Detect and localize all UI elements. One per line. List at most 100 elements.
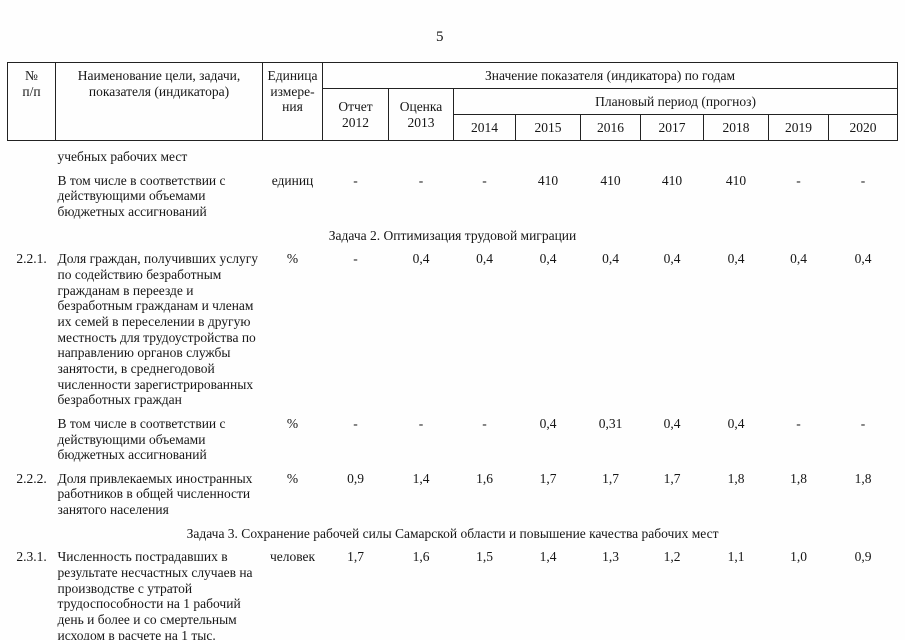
row-value: -	[418, 415, 424, 431]
col-header-year-2018: 2018	[703, 114, 769, 141]
row-value: 1,0	[790, 549, 807, 565]
row-value: 1,5	[476, 549, 493, 565]
row-value: 1,7	[663, 470, 681, 486]
col-header-year-2017: 2017	[640, 114, 704, 141]
row-unit: %	[286, 415, 299, 431]
row-value: 1,3	[602, 549, 619, 565]
row-num	[8, 408, 56, 463]
row-num: 2.2.1.	[16, 251, 47, 267]
row-unit: человек	[269, 549, 316, 565]
row-value: -	[796, 172, 801, 188]
row-num	[8, 141, 56, 165]
row-value: -	[796, 415, 801, 431]
row-value: 0,4	[602, 251, 619, 267]
row-name: Численность пострадавших в результате не…	[57, 549, 253, 640]
row-value: 0,4	[790, 251, 807, 267]
row-value: 0,4	[539, 415, 557, 431]
row-value	[389, 141, 454, 165]
section-label: Задача 3. Сохранение рабочей силы Самарс…	[186, 525, 719, 541]
row-value: 0,4	[539, 251, 557, 267]
row-value: 1,7	[347, 549, 364, 565]
row-value: 0,4	[727, 415, 745, 431]
section-row: Задача 3. Сохранение рабочей силы Самарс…	[8, 518, 898, 542]
table-row: В том числе в соответствии с действующим…	[8, 408, 898, 463]
section-label: Задача 2. Оптимизация трудовой миграции	[328, 227, 577, 243]
col-header-name: Наименование цели, задачи, показателя (и…	[55, 62, 263, 141]
row-value: 0,9	[347, 470, 364, 486]
row-value: 1,8	[790, 470, 807, 486]
col-header-estimate-2013: Оценка 2013	[388, 88, 454, 141]
row-value: 0,4	[727, 251, 745, 267]
row-value: 1,4	[539, 549, 557, 565]
row-value: 410	[725, 172, 747, 188]
col-header-year-2014: 2014	[453, 114, 516, 141]
row-value: 1,6	[476, 470, 493, 486]
row-value: -	[353, 251, 358, 267]
row-value: 0,31	[598, 415, 623, 431]
row-unit: единиц	[271, 172, 314, 188]
row-value: 0,4	[476, 251, 493, 267]
row-value: 0,4	[663, 415, 681, 431]
row-name: Доля привлекаемых иностранных работников…	[57, 470, 253, 518]
row-value: 0,4	[412, 251, 430, 267]
table-row: В том числе в соответствии с действующим…	[8, 165, 898, 220]
col-header-year-2015: 2015	[515, 114, 581, 141]
row-value: 1,7	[539, 470, 557, 486]
col-header-year-2019: 2019	[768, 114, 829, 141]
page-number: 5	[436, 29, 444, 45]
row-value: 1,2	[663, 549, 681, 565]
row-unit	[263, 141, 323, 165]
col-header-plan-period: Плановый период (прогноз)	[452, 88, 899, 115]
col-header-year-2016: 2016	[580, 114, 641, 141]
row-value	[454, 141, 516, 165]
row-value: 410	[537, 172, 559, 188]
row-value	[323, 141, 389, 165]
row-value: 0,4	[854, 251, 872, 267]
row-value: 1,6	[412, 549, 430, 565]
row-value: -	[353, 172, 358, 188]
col-header-year-2020: 2020	[827, 114, 899, 141]
table-header: № п/п Наименование цели, задачи, показат…	[7, 62, 899, 141]
row-value: -	[418, 172, 424, 188]
col-header-report-2012: Отчет 2012	[322, 88, 389, 141]
row-value: -	[353, 415, 358, 431]
row-value: 0,9	[854, 549, 872, 565]
table-row: 2.2.2. Доля привлекаемых иностранных раб…	[8, 463, 898, 518]
row-value: -	[860, 415, 866, 431]
row-name: В том числе в соответствии с действующим…	[57, 172, 226, 219]
row-value	[704, 141, 769, 165]
row-value: -	[482, 172, 487, 188]
row-value: 1,8	[727, 470, 745, 486]
row-value	[769, 141, 829, 165]
row-value: -	[860, 172, 866, 188]
row-value: 1,1	[727, 549, 745, 565]
row-value: 1,8	[854, 470, 872, 486]
row-value: 0,4	[663, 251, 681, 267]
col-header-values-group: Значение показателя (индикатора) по года…	[321, 62, 899, 89]
row-num	[8, 165, 56, 220]
row-value: 1,7	[602, 470, 619, 486]
col-header-unit: Единица измере- ния	[262, 62, 323, 141]
row-name: В том числе в соответствии с действующим…	[57, 415, 226, 463]
row-num: 2.3.1.	[16, 549, 47, 565]
row-value	[581, 141, 641, 165]
row-value	[641, 141, 704, 165]
section-row: Задача 2. Оптимизация трудовой миграции	[8, 220, 898, 244]
row-name: Доля граждан, получивших услугу по содей…	[57, 251, 258, 408]
row-value: 1,4	[412, 470, 430, 486]
row-unit: %	[286, 251, 299, 267]
row-value: -	[482, 415, 487, 431]
row-name: учебных рабочих мест	[57, 149, 188, 164]
table-row: 2.2.1. Доля граждан, получивших услугу п…	[8, 243, 898, 408]
row-value	[516, 141, 581, 165]
col-header-num: № п/п	[7, 62, 56, 141]
indicators-table: № п/п Наименование цели, задачи, показат…	[7, 62, 899, 640]
row-value: 410	[600, 172, 621, 188]
table-row: 2.3.1. Численность пострадавших в резуль…	[8, 541, 898, 640]
row-num: 2.2.2.	[16, 470, 47, 486]
row-value	[829, 141, 898, 165]
table-row: учебных рабочих мест	[8, 141, 898, 165]
row-value: 410	[661, 172, 683, 188]
row-unit: %	[286, 470, 299, 486]
